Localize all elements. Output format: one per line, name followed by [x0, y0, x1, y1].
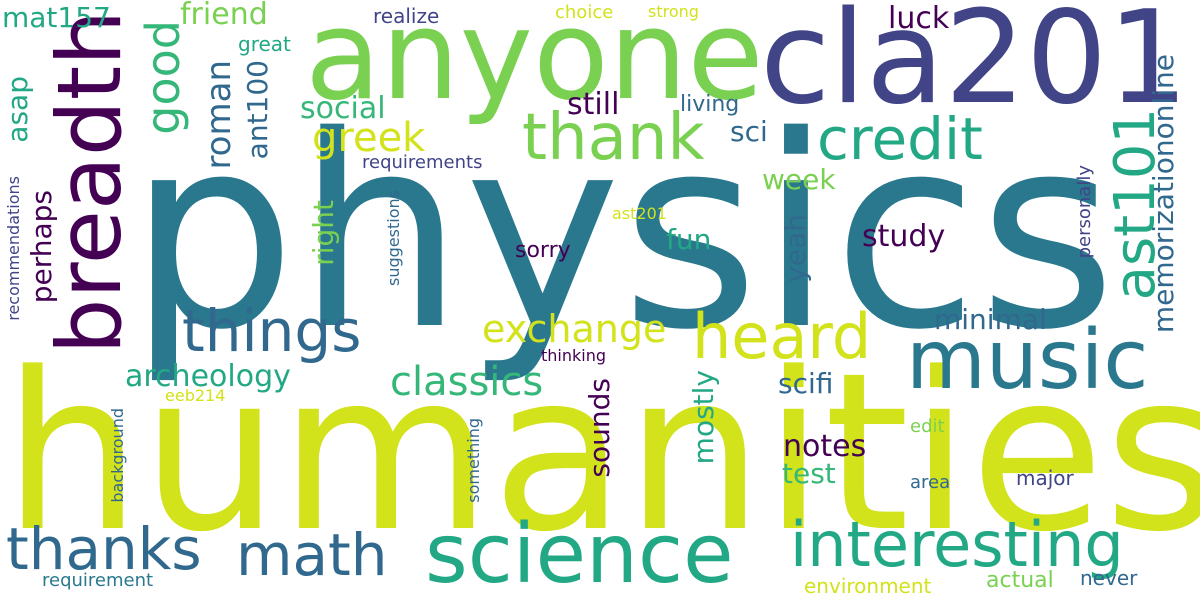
word-something: something	[464, 418, 483, 503]
word-ant100: ant100	[241, 60, 274, 160]
word-math: math	[236, 521, 388, 589]
word-science: science	[425, 507, 734, 600]
word-mat157: mat157	[2, 1, 111, 34]
word-study: study	[862, 219, 946, 254]
word-sorry: sorry	[515, 238, 571, 263]
word-thanks: thanks	[6, 515, 202, 583]
word-social: social	[300, 91, 386, 126]
word-greek: greek	[312, 115, 426, 161]
word-personally: personally	[1074, 165, 1095, 259]
word-things: things	[182, 297, 362, 365]
word-environment: environment	[804, 574, 932, 598]
word-breadth: breadth	[38, 10, 141, 355]
word-sci: sci	[730, 115, 768, 148]
word-fun: fun	[666, 223, 712, 256]
word-thinking: thinking	[541, 346, 607, 365]
word-actual: actual	[986, 568, 1054, 593]
word-never: never	[1080, 566, 1138, 590]
word-still: still	[567, 87, 620, 122]
word-scifi: scifi	[778, 367, 834, 400]
word-heard: heard	[692, 300, 872, 373]
word-major: major	[1016, 466, 1074, 490]
word-classics: classics	[390, 359, 544, 405]
word-perhaps: perhaps	[25, 190, 58, 304]
word-credit: credit	[817, 105, 983, 173]
word-humanities: humanities	[3, 327, 1200, 580]
word-strong: strong	[648, 2, 699, 21]
word-recommendations: recommendations	[4, 176, 23, 321]
word-right: right	[307, 200, 340, 266]
word-friend: friend	[180, 0, 268, 32]
word-archeology: archeology	[125, 359, 291, 394]
word-test: test	[782, 457, 836, 490]
word-requirement: requirement	[42, 570, 154, 591]
word-cla201: cla201	[760, 0, 1189, 133]
word-living: living	[680, 92, 740, 117]
word-suggestions: suggestions	[384, 190, 403, 286]
word-sounds: sounds	[583, 378, 616, 478]
word-yeah: yeah	[779, 214, 812, 283]
word-choice: choice	[555, 2, 614, 23]
word-background: background	[108, 408, 127, 503]
word-exchange: exchange	[482, 307, 667, 351]
word-great: great	[238, 32, 291, 56]
word-physics: physics	[128, 80, 1117, 388]
word-ast201: ast201	[612, 204, 667, 223]
word-asap: asap	[1, 76, 34, 143]
word-music: music	[906, 313, 1149, 408]
word-notes: notes	[783, 429, 867, 464]
word-minimal: minimal	[934, 303, 1047, 336]
word-area: area	[910, 472, 951, 493]
word-mostly: mostly	[687, 370, 720, 465]
word-memorizationonline: memorizationonline	[1147, 54, 1180, 334]
word-eeb214: eeb214	[165, 386, 226, 405]
word-requirements: requirements	[362, 152, 483, 173]
word-roman: roman	[199, 60, 239, 170]
word-edit: edit	[910, 416, 945, 437]
word-week: week	[762, 163, 836, 196]
word-luck: luck	[888, 1, 950, 36]
word-interesting: interesting	[790, 508, 1124, 581]
word-anyone: anyone	[305, 0, 764, 128]
word-thank: thank	[522, 101, 705, 175]
word-realize: realize	[373, 4, 440, 28]
word-good: good	[136, 20, 190, 135]
